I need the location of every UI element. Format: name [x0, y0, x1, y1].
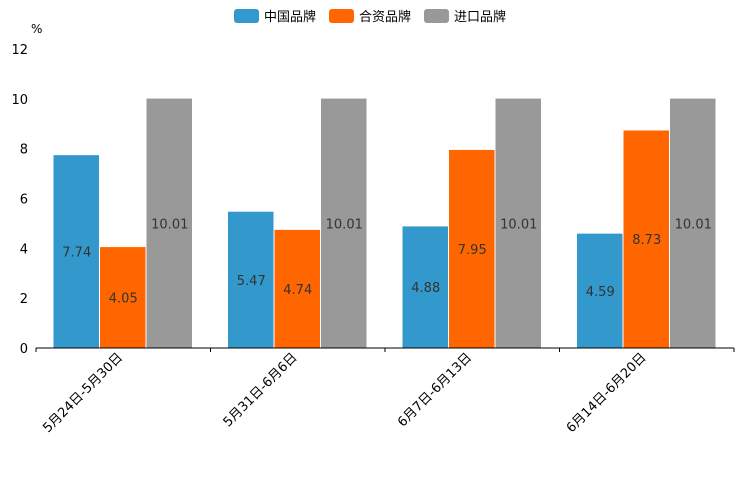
legend-label-2: 进口品牌: [454, 9, 506, 25]
bar--2: [449, 149, 495, 348]
y-axis-unit-label: %: [31, 22, 42, 36]
data-label: 8.73: [632, 233, 661, 248]
data-label: 10.01: [151, 217, 188, 232]
data-label: 7.95: [458, 243, 487, 258]
x-axis: 5月24日-5月30日 5月31日-6月6日 6月7日-6月13日 6月14日-6月2…: [35, 348, 735, 436]
x-category-label: 5月31日-6月6日: [221, 350, 301, 430]
bar--0: [53, 155, 99, 348]
data-label: 10.01: [500, 217, 537, 232]
legend: 中国品牌 合资品牌 进口品牌: [234, 9, 506, 25]
y-axis: 0 2 4 6 8 10 12: [11, 43, 28, 357]
data-label: 10.01: [675, 217, 712, 232]
data-label: 7.74: [62, 246, 91, 261]
y-tick-label-4: 4: [20, 242, 28, 257]
y-tick-label-12: 12: [11, 43, 28, 58]
y-tick-label-6: 6: [20, 193, 28, 208]
y-tick-label-10: 10: [11, 93, 28, 108]
legend-swatch-2: [424, 9, 449, 23]
y-tick-label-8: 8: [20, 143, 28, 158]
bars-group: 7.74 4.05 10.01 5.47 4.74 10.01 4.88 7.95 10.01 4…: [53, 98, 716, 348]
legend-swatch-1: [329, 9, 354, 23]
bar--3: [577, 233, 623, 348]
x-category-label: 6月7日-6月13日: [395, 350, 475, 430]
bar--1: [321, 98, 367, 348]
data-label: 10.01: [326, 217, 363, 232]
data-label: 4.74: [283, 283, 312, 298]
y-tick-label-0: 0: [20, 342, 28, 357]
bar--3: [623, 130, 669, 348]
bar--1: [228, 211, 274, 348]
bar--0: [146, 98, 192, 348]
data-label: 4.59: [586, 285, 615, 300]
legend-label-0: 中国品牌: [264, 9, 316, 25]
bar--2: [402, 226, 448, 348]
data-label: 4.05: [109, 292, 138, 307]
data-label: 5.47: [237, 274, 266, 289]
bar--2: [495, 98, 541, 348]
y-tick-label-2: 2: [20, 292, 28, 307]
legend-label-1: 合资品牌: [359, 9, 411, 25]
x-category-label: 6月14日-6月20日: [564, 350, 650, 436]
bar--3: [670, 98, 716, 348]
legend-swatch-0: [234, 9, 259, 23]
data-label: 4.88: [411, 281, 440, 296]
bar--0: [100, 247, 146, 348]
bar--1: [274, 229, 320, 348]
x-category-label: 5月24日-5月30日: [40, 350, 126, 436]
